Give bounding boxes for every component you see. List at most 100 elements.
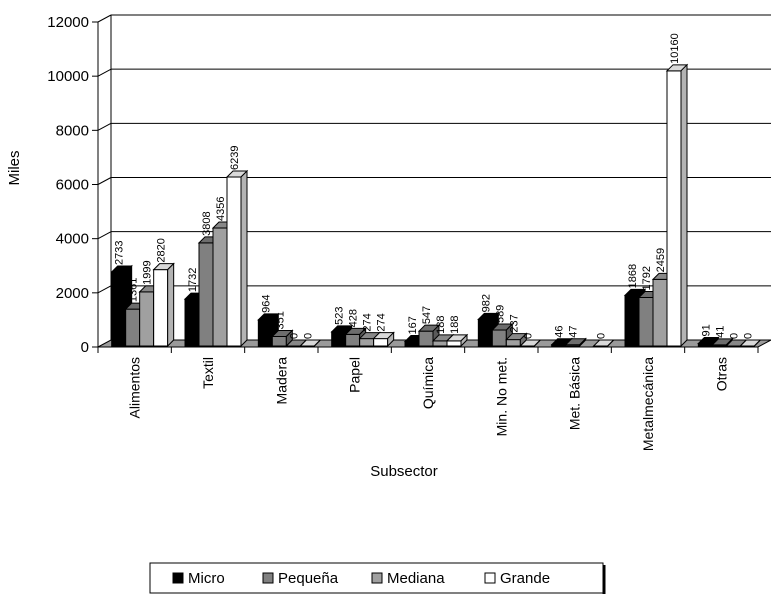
data-label: 274 <box>362 313 374 331</box>
legend-swatch-pequeña <box>262 572 274 584</box>
data-label: 0 <box>522 333 534 339</box>
bar-grande <box>373 338 389 347</box>
y-axis-title: Miles <box>6 150 23 185</box>
data-label: 1868 <box>627 264 639 288</box>
data-label: 0 <box>288 333 300 339</box>
legend-swatch-micro <box>172 572 184 584</box>
bar-grande <box>446 340 462 347</box>
y-tick-label: 2000 <box>56 285 89 302</box>
bar-mediana <box>505 339 521 347</box>
bar-micro <box>477 318 493 347</box>
data-label: 351 <box>274 311 286 329</box>
category-label: Metalmecánica <box>640 357 656 451</box>
bar-side <box>579 337 587 348</box>
data-label: 0 <box>596 333 608 339</box>
data-label: 964 <box>260 295 272 313</box>
bar-side <box>240 169 248 348</box>
bar-pequeña <box>271 335 287 347</box>
bar-side <box>167 262 175 348</box>
gridline-side <box>97 14 112 23</box>
category-label: Otras <box>713 357 729 391</box>
data-label: 589 <box>494 305 506 323</box>
bar-pequeña <box>491 329 507 347</box>
legend-swatch-grande <box>484 572 496 584</box>
data-label: 428 <box>348 309 360 327</box>
bar-mediana <box>359 338 375 347</box>
bar-micro <box>111 271 127 347</box>
data-label: 0 <box>742 333 754 339</box>
x-axis-title: Subsector <box>370 463 438 480</box>
y-tick-label: 12000 <box>47 14 89 31</box>
data-label: 0 <box>302 333 314 339</box>
data-label: 547 <box>421 306 433 324</box>
bar-mediana <box>432 340 448 347</box>
bar-side <box>313 339 321 347</box>
legend-swatch-mediana <box>371 572 383 584</box>
data-label: 237 <box>508 314 520 332</box>
gridline-side <box>97 122 112 131</box>
data-label: 2733 <box>114 240 126 264</box>
y-tick-label: 0 <box>81 339 89 356</box>
category-label: Química <box>420 357 436 409</box>
data-label: 3808 <box>201 211 213 235</box>
data-label: 188 <box>435 316 447 334</box>
category-label: Papel <box>347 357 363 393</box>
category-label: Textil <box>200 357 216 389</box>
gridline-side <box>97 177 112 185</box>
category-label: Min. No met. <box>493 357 509 436</box>
bar-micro <box>331 331 347 347</box>
bar-micro <box>404 340 420 347</box>
data-label: 91 <box>700 324 712 336</box>
data-label: 2820 <box>156 238 168 262</box>
bar-pequeña <box>198 242 214 347</box>
data-label: 46 <box>554 326 566 338</box>
data-label: 4356 <box>215 197 227 221</box>
data-label: 523 <box>334 306 346 324</box>
gridline-side <box>97 231 112 240</box>
data-label: 47 <box>568 325 580 337</box>
data-label: 2459 <box>655 248 667 272</box>
data-label: 1361 <box>128 278 140 302</box>
data-label: 188 <box>449 316 461 334</box>
bar-side <box>387 331 395 348</box>
bar-pequeña <box>638 296 654 347</box>
y-tick-label: 8000 <box>56 122 89 139</box>
y-tick-label: 10000 <box>47 68 89 85</box>
bar-grande <box>226 176 242 347</box>
bar-side <box>680 63 688 348</box>
bar-micro <box>184 298 200 347</box>
bar-pequeña <box>125 308 141 347</box>
category-label: Alimentos <box>127 357 143 418</box>
gridline-side <box>97 68 112 77</box>
data-label: 1732 <box>187 268 199 292</box>
y-tick-labels: 0 2000 4000 6000 8000 10000 12000 <box>47 14 89 356</box>
bars <box>110 63 762 348</box>
category-labels: Alimentos Textil Madera Papel Química Min. No… <box>127 357 730 451</box>
data-label: 10160 <box>669 33 681 64</box>
data-label: 982 <box>480 294 492 312</box>
category-label: Met. Básica <box>567 357 583 430</box>
bar-grande <box>666 70 682 347</box>
axes <box>92 15 759 353</box>
bar-grande <box>153 269 169 347</box>
legend-label-micro: Micro <box>188 570 225 587</box>
legend-label-mediana: Mediana <box>387 570 445 587</box>
legend: Micro Pequeña Mediana Grande <box>149 562 606 594</box>
data-label: 167 <box>407 316 419 334</box>
bar-side <box>533 339 541 347</box>
bar-micro <box>624 294 640 347</box>
y-tick-label: 6000 <box>56 177 89 194</box>
bar-micro <box>257 319 273 347</box>
data-label: 6239 <box>229 146 241 170</box>
data-label: 41 <box>714 326 726 338</box>
bar-side <box>460 333 468 348</box>
data-label: 1999 <box>142 260 154 284</box>
data-label: 274 <box>376 313 388 331</box>
data-label: 0 <box>728 333 740 339</box>
bar-mediana <box>212 227 228 347</box>
legend-label-grande: Grande <box>500 570 550 587</box>
legend-label-pequeña: Pequeña <box>278 570 339 587</box>
bar-side <box>753 339 761 347</box>
